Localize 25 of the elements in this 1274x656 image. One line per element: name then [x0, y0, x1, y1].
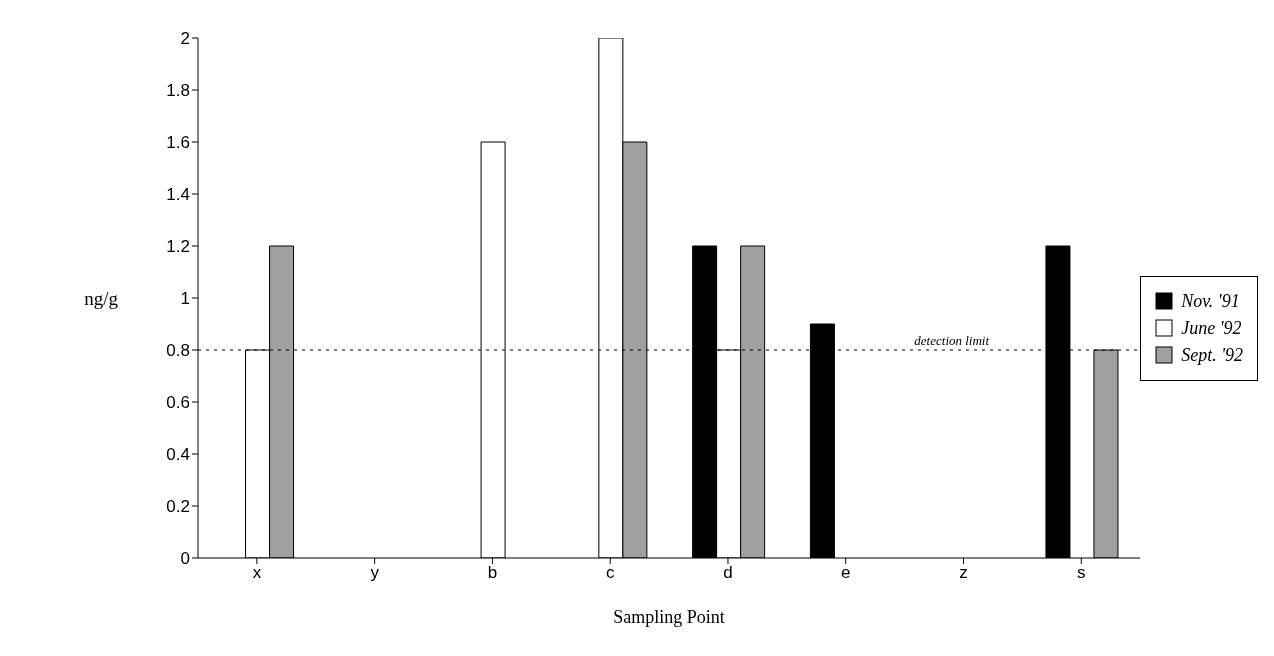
y-tick-label: 1.8 [166, 81, 190, 101]
y-tick-label: 0.4 [166, 445, 190, 465]
x-tick-label: y [370, 563, 380, 583]
x-tick-label: z [959, 563, 968, 583]
y-tick-label: 1.2 [166, 237, 190, 257]
y-axis-title: ng/g [84, 287, 119, 309]
ref-line-label: detection limit [914, 333, 990, 348]
x-tick-label: s [1077, 563, 1086, 583]
y-tick-label: 2 [180, 29, 190, 49]
x-tick-label: d [723, 563, 733, 583]
legend-label: June '92 [1181, 317, 1242, 339]
y-tick-label: 0.2 [166, 497, 190, 517]
y-tick-label: 0 [180, 549, 190, 569]
legend-label: Nov. '91 [1181, 290, 1240, 312]
x-tick-label: c [605, 563, 615, 583]
y-tick-label: 1 [180, 289, 190, 309]
legend-label: Sept. '92 [1181, 344, 1243, 366]
x-axis-title: Sampling Point [613, 607, 725, 627]
y-tick-label: 0.8 [166, 341, 190, 361]
x-tick-label: e [841, 563, 851, 583]
y-tick-label: 1.6 [166, 133, 190, 153]
x-tick-label: b [487, 563, 498, 583]
y-tick-label: 1.4 [166, 185, 190, 205]
x-tick-label: x [252, 563, 262, 583]
y-tick-label: 0.6 [166, 393, 190, 413]
